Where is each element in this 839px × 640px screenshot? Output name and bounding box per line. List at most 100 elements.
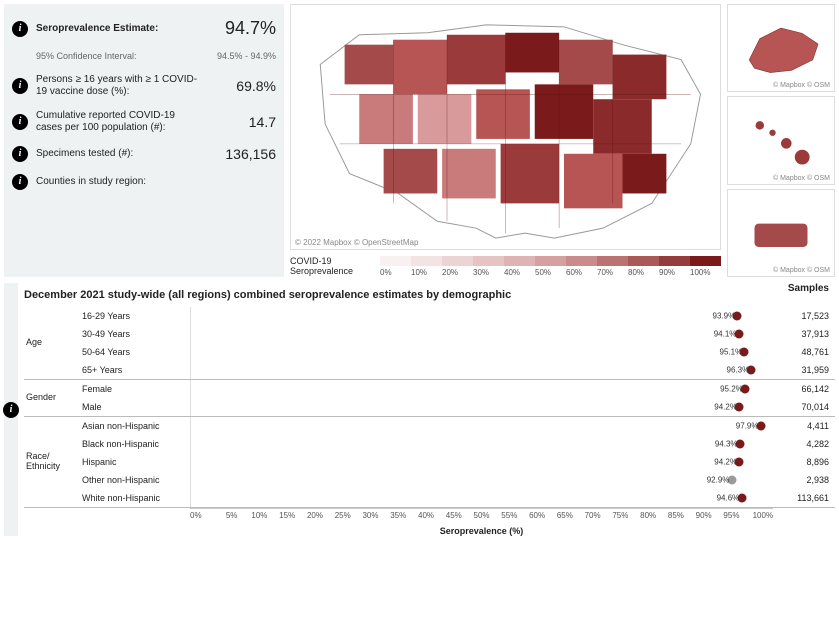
data-point-label: 96.3%: [726, 366, 749, 375]
demo-row: Hispanic94.2%8,896: [80, 453, 835, 471]
section-title: December 2021 study-wide (all regions) c…: [24, 283, 788, 307]
demo-row: 65+ Years96.3%31,959: [80, 361, 835, 379]
stat-label: Persons ≥ 16 years with ≥ 1 COVID-19 vac…: [36, 74, 198, 98]
demo-row: Female95.2%66,142: [80, 380, 835, 398]
axis-tick: 30%: [357, 511, 385, 520]
row-label: Black non-Hispanic: [80, 439, 190, 449]
sample-count: 17,523: [773, 311, 835, 321]
stat-value: 69.8%: [206, 78, 276, 94]
stat-value: 14.7: [206, 114, 276, 130]
info-icon[interactable]: i: [12, 78, 28, 94]
stat-value: 94.7%: [206, 18, 276, 39]
stats-panel: i Seroprevalence Estimate: 94.7% 95% Confid…: [4, 4, 284, 277]
info-icon[interactable]: i: [3, 402, 19, 418]
data-point-label: 95.2%: [720, 385, 743, 394]
legend-tick: 10%: [411, 268, 442, 277]
inset-puertorico[interactable]: © Mapbox © OSM: [727, 189, 835, 277]
inset-attribution: © Mapbox © OSM: [773, 82, 830, 89]
legend-tick: 20%: [442, 268, 473, 277]
demo-group: Age16-29 Years93.9%17,52330-49 Years94.1…: [24, 307, 835, 379]
legend-swatch: [473, 256, 504, 266]
legend-swatch: [411, 256, 442, 266]
info-icon[interactable]: i: [12, 114, 28, 130]
axis-tick: 95%: [718, 511, 746, 520]
axis-tick: 10%: [246, 511, 274, 520]
row-plot: 94.2%: [190, 453, 773, 471]
axis-tick: 5%: [218, 511, 246, 520]
row-plot: 94.6%: [190, 489, 773, 507]
legend-swatch: [690, 256, 721, 266]
axis-tick: 40%: [412, 511, 440, 520]
data-point-label: 97.9%: [736, 422, 759, 431]
axis-tick: 50%: [468, 511, 496, 520]
axis-tick: 70%: [579, 511, 607, 520]
axis-tick: 100%: [745, 511, 773, 520]
demo-row: 30-49 Years94.1%37,913: [80, 325, 835, 343]
inset-maps: © Mapbox © OSM © Mapbox © OSM © Mapbox ©…: [727, 4, 835, 277]
axis-tick: 90%: [690, 511, 718, 520]
row-label: White non-Hispanic: [80, 493, 190, 503]
stat-row: i Specimens tested (#): 136,156: [10, 140, 278, 168]
data-point-label: 94.6%: [717, 494, 740, 503]
inset-alaska[interactable]: © Mapbox © OSM: [727, 4, 835, 92]
row-label: Other non-Hispanic: [80, 475, 190, 485]
legend-tick: 30%: [473, 268, 504, 277]
sample-count: 4,282: [773, 439, 835, 449]
stat-value: 136,156: [206, 146, 276, 162]
data-point-label: 94.2%: [714, 403, 737, 412]
legend-swatch: [659, 256, 690, 266]
legend-tick: 70%: [597, 268, 628, 277]
axis-tick: 85%: [662, 511, 690, 520]
data-point-label: 93.9%: [713, 312, 736, 321]
row-plot: 94.2%: [190, 398, 773, 416]
row-label: Hispanic: [80, 457, 190, 467]
demo-info-bar: i: [4, 283, 18, 536]
main-us-map[interactable]: © 2022 Mapbox © OpenStreetMap: [290, 4, 721, 250]
legend-tick: 50%: [535, 268, 566, 277]
data-point-label: 94.3%: [715, 440, 738, 449]
map-column: © 2022 Mapbox © OpenStreetMap COVID-19 S…: [290, 4, 721, 277]
legend-tick: 0%: [380, 268, 411, 277]
top-section: i Seroprevalence Estimate: 94.7% 95% Confid…: [0, 0, 839, 277]
data-point-label: 94.1%: [714, 330, 737, 339]
data-point-label: 92.9%: [707, 476, 730, 485]
axis-tick: 45%: [440, 511, 468, 520]
legend-swatch: [535, 256, 566, 266]
info-icon[interactable]: i: [12, 21, 28, 37]
row-label: Female: [80, 384, 190, 394]
x-axis-title: Seroprevalence (%): [190, 526, 773, 536]
legend-swatch: [504, 256, 535, 266]
row-label: 50-64 Years: [80, 347, 190, 357]
group-label: Gender: [24, 380, 80, 416]
info-icon[interactable]: i: [12, 146, 28, 162]
demo-row: 16-29 Years93.9%17,523: [80, 307, 835, 325]
axis-tick: 55%: [495, 511, 523, 520]
legend-swatch: [442, 256, 473, 266]
stat-row: 95% Confidence Interval:94.5% - 94.9%: [10, 45, 278, 68]
stat-label: Specimens tested (#):: [36, 148, 198, 160]
row-plot: 95.2%: [190, 380, 773, 398]
axis-tick: 25%: [329, 511, 357, 520]
legend-swatch: [380, 256, 411, 266]
row-plot: 92.9%: [190, 471, 773, 489]
axis-tick: 65%: [551, 511, 579, 520]
map-attribution: © 2022 Mapbox © OpenStreetMap: [295, 238, 418, 247]
sample-count: 4,411: [773, 421, 835, 431]
info-icon[interactable]: i: [12, 174, 28, 190]
demo-row: Black non-Hispanic 94.3% 4,282: [80, 435, 835, 453]
demo-group: GenderFemale95.2%66,142Male94.2%70,014: [24, 379, 835, 416]
axis-tick: 15%: [273, 511, 301, 520]
inset-hawaii[interactable]: © Mapbox © OSM: [727, 96, 835, 184]
row-plot: 94.1%: [190, 325, 773, 343]
stat-row: i Counties in study region:: [10, 168, 278, 196]
us-map-svg: [291, 5, 720, 249]
demographic-chart: December 2021 study-wide (all regions) c…: [24, 283, 835, 536]
row-plot: 94.3%: [190, 435, 773, 453]
group-label: Race/ Ethnicity: [24, 417, 80, 507]
row-label: 30-49 Years: [80, 329, 190, 339]
stat-label: Counties in study region:: [36, 176, 198, 188]
stat-label: Seroprevalence Estimate:: [36, 23, 198, 35]
legend-tick: 60%: [566, 268, 597, 277]
legend-tick: 40%: [504, 268, 535, 277]
axis-tick: 80%: [634, 511, 662, 520]
